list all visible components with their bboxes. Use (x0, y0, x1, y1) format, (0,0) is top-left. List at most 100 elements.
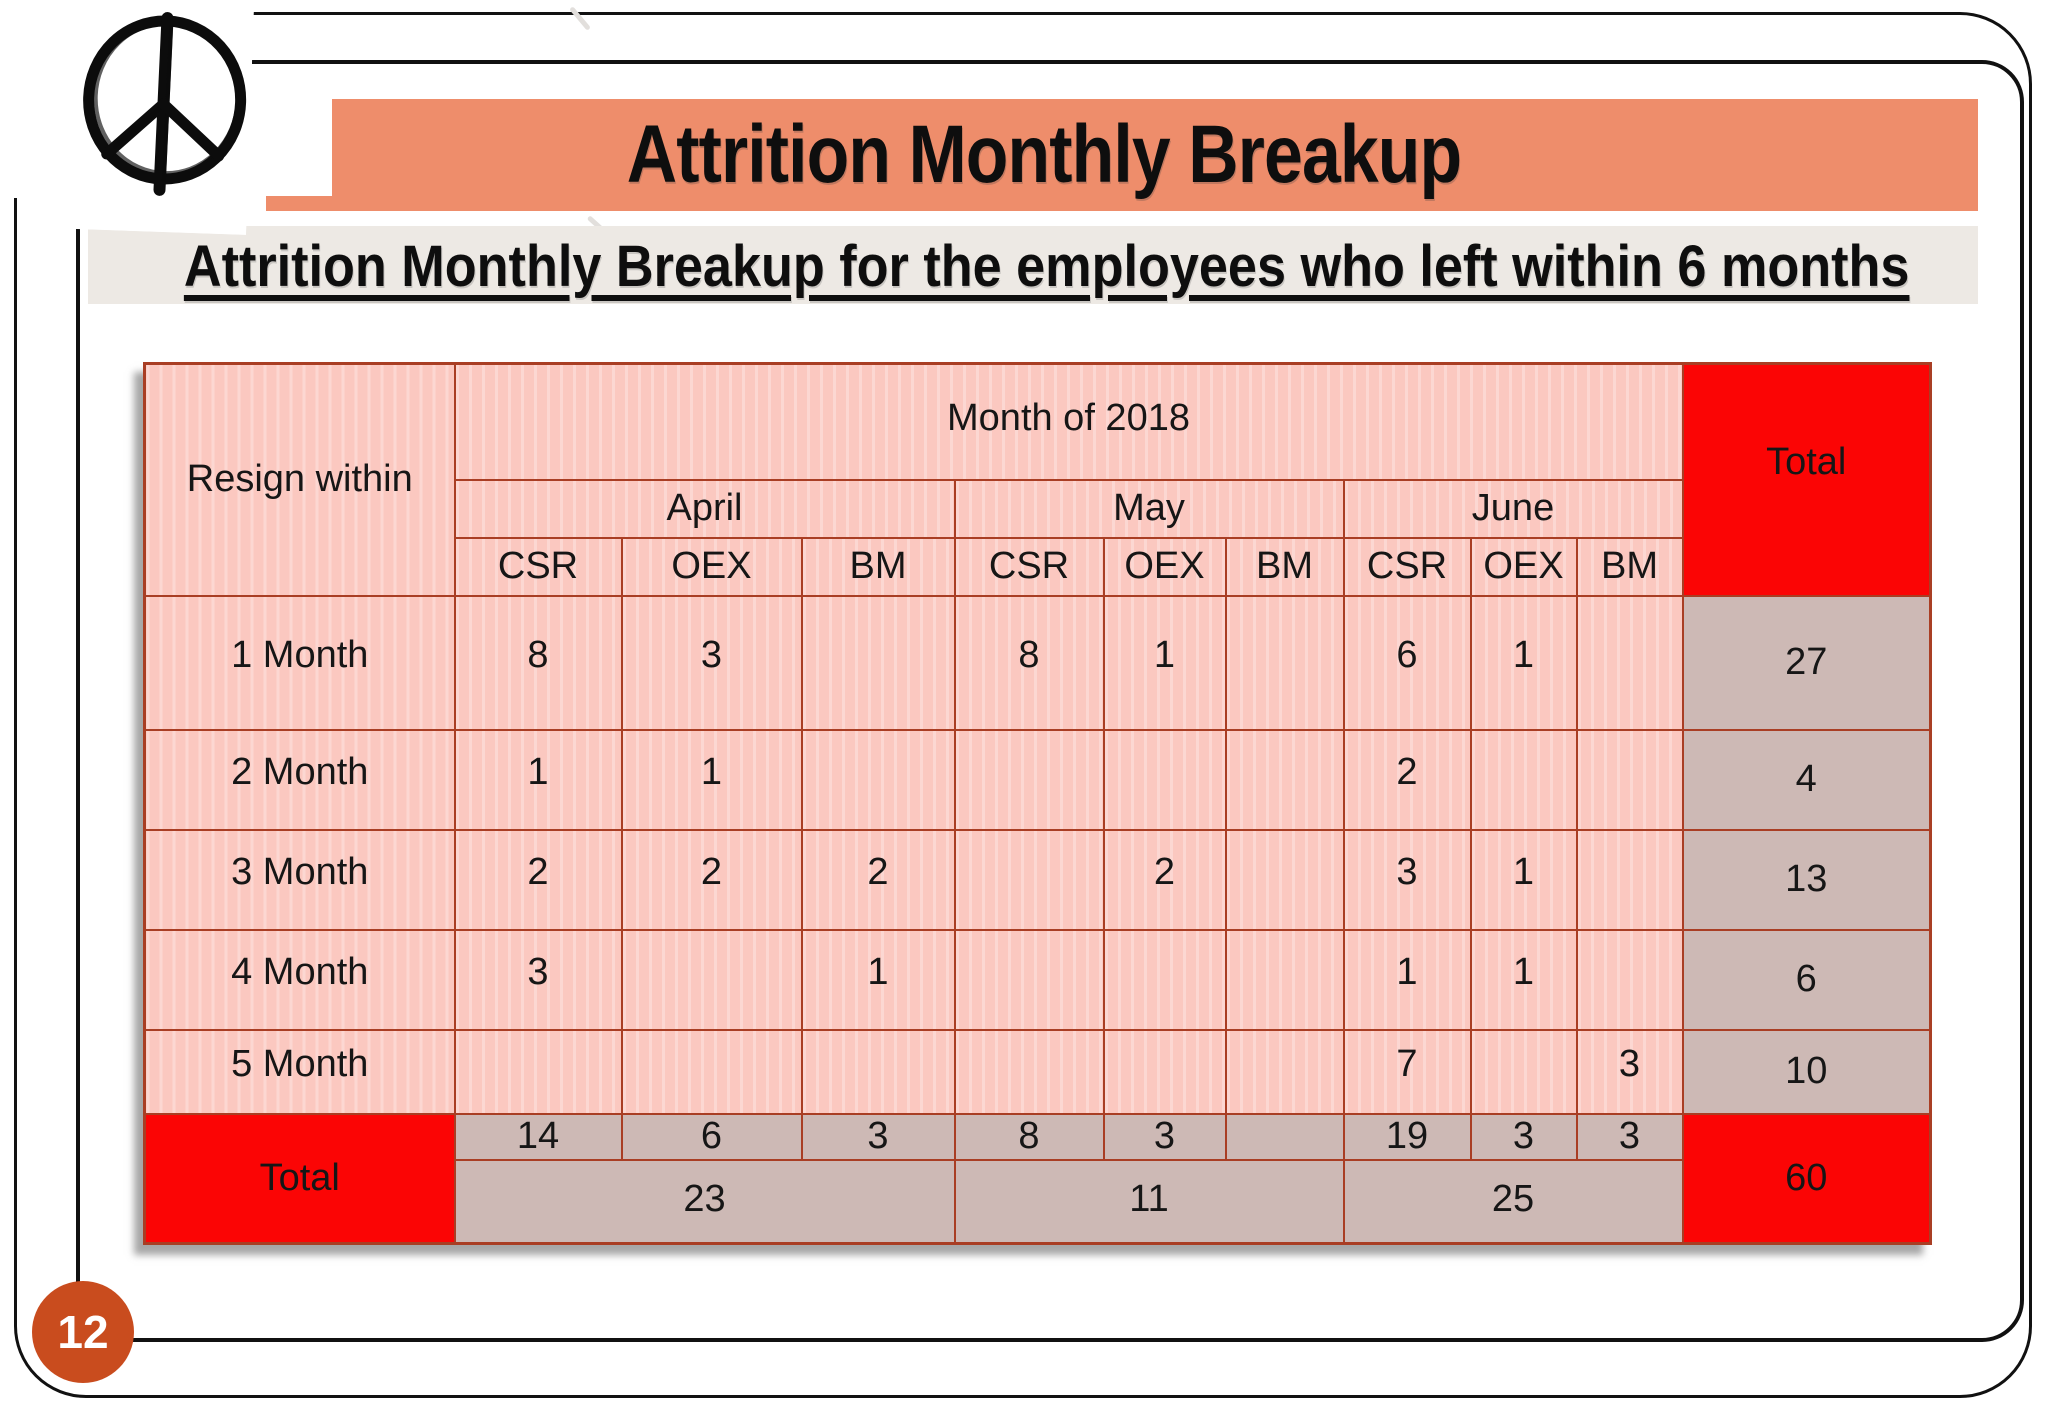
grand-total-cell: 60 (1681, 1112, 1932, 1245)
table-row: 3 Month 2 2 2 2 3 1 13 (143, 828, 1932, 931)
value-cell: 1 (1469, 828, 1578, 931)
footer-subtotal-cell: 3 (1102, 1112, 1227, 1161)
value-cell (800, 1028, 956, 1115)
value-cell (620, 1028, 803, 1115)
total-column-header-cell: Total (1681, 362, 1932, 597)
corner-cell: Resign within (143, 362, 456, 597)
value-cell (1469, 1028, 1578, 1115)
row-label-cell: 4 Month (143, 928, 456, 1031)
inner-rounded-frame (76, 60, 2024, 1342)
value-cell (1224, 594, 1345, 731)
value-cell: 6 (1342, 594, 1472, 731)
value-cell: 2 (800, 828, 956, 931)
row-total-cell: 13 (1681, 828, 1932, 931)
value-cell (800, 594, 956, 731)
row-total-cell: 10 (1681, 1028, 1932, 1115)
value-cell (953, 728, 1105, 831)
footer-subtotal-row: Total 14 6 3 8 3 19 3 3 60 (143, 1112, 1932, 1245)
footer-month-total-cell: 11 (953, 1158, 1345, 1245)
header-row-roles: CSR OEX BM CSR OEX BM CSR OEX BM (145, 536, 1931, 597)
row-label-cell: 1 Month (143, 594, 456, 731)
value-cell: 1 (620, 728, 803, 831)
role-header-cell: BM (1575, 536, 1684, 597)
value-cell (1575, 594, 1684, 731)
role-header-cell: CSR (453, 536, 623, 597)
value-cell: 2 (1102, 828, 1227, 931)
footer-subtotal-cell: 14 (453, 1112, 623, 1161)
month-header-cell: April (453, 478, 956, 539)
role-header-cell: CSR (953, 536, 1105, 597)
peace-logo-icon (74, 1, 254, 235)
value-cell: 7 (1342, 1028, 1472, 1115)
value-cell: 1 (453, 728, 623, 831)
footer-month-total-row: 23 11 25 (145, 1158, 1931, 1245)
value-cell: 2 (620, 828, 803, 931)
value-cell (1469, 728, 1578, 831)
role-header-cell: BM (800, 536, 956, 597)
month-header-cell: June (1342, 478, 1684, 539)
month-group-header-cell: Month of 2018 (453, 362, 1684, 481)
value-cell: 3 (453, 928, 623, 1031)
page-number-badge: 12 (32, 1281, 134, 1383)
footer-month-total-cell: 23 (453, 1158, 956, 1245)
value-cell: 8 (953, 594, 1105, 731)
value-cell: 1 (1102, 594, 1227, 731)
attrition-table: Resign within Month of 2018 Total April … (143, 362, 1932, 1245)
subtitle-bar: Attrition Monthly Breakup for the employ… (88, 226, 1978, 304)
role-header-cell: CSR (1342, 536, 1472, 597)
value-cell (453, 1028, 623, 1115)
month-header-cell: May (953, 478, 1345, 539)
value-cell: 2 (453, 828, 623, 931)
outer-rounded-frame (14, 12, 2032, 1398)
value-cell (1224, 828, 1345, 931)
value-cell (1224, 728, 1345, 831)
slide-title: Attrition Monthly Breakup (626, 109, 1462, 200)
row-total-cell: 27 (1681, 594, 1932, 731)
value-cell: 2 (1342, 728, 1472, 831)
row-label-cell: 2 Month (143, 728, 456, 831)
footer-month-total-cell: 25 (1342, 1158, 1684, 1245)
role-header-cell: OEX (1469, 536, 1578, 597)
value-cell: 3 (620, 594, 803, 731)
value-cell (1224, 1028, 1345, 1115)
row-total-cell: 6 (1681, 928, 1932, 1031)
footer-subtotal-cell: 8 (953, 1112, 1105, 1161)
value-cell (1575, 828, 1684, 931)
value-cell (1575, 928, 1684, 1031)
value-cell (1102, 928, 1227, 1031)
table-row: 1 Month 8 3 8 1 6 1 27 (143, 594, 1932, 731)
value-cell (1102, 1028, 1227, 1115)
value-cell: 8 (453, 594, 623, 731)
value-cell (953, 828, 1105, 931)
value-cell (800, 728, 956, 831)
footer-subtotal-cell (1224, 1112, 1345, 1161)
peace-symbol-drawing (74, 1, 254, 235)
value-cell: 1 (1469, 594, 1578, 731)
value-cell (1575, 728, 1684, 831)
footer-total-label-cell: Total (143, 1112, 456, 1245)
table-row: 2 Month 1 1 2 4 (143, 728, 1932, 831)
value-cell (620, 928, 803, 1031)
footer-subtotal-cell: 19 (1342, 1112, 1472, 1161)
role-header-cell: OEX (620, 536, 803, 597)
row-label-cell: 5 Month (143, 1028, 456, 1115)
row-total-cell: 4 (1681, 728, 1932, 831)
value-cell (953, 928, 1105, 1031)
title-bar-left-tab (266, 196, 336, 211)
row-label-cell: 3 Month (143, 828, 456, 931)
slide-subtitle: Attrition Monthly Breakup for the employ… (183, 234, 1910, 299)
footer-subtotal-cell: 6 (620, 1112, 803, 1161)
footer-subtotal-cell: 3 (800, 1112, 956, 1161)
value-cell: 1 (1469, 928, 1578, 1031)
attrition-table-container: Resign within Month of 2018 Total April … (143, 362, 1932, 1245)
table-row: 4 Month 3 1 1 1 6 (143, 928, 1932, 1031)
value-cell: 1 (800, 928, 956, 1031)
title-bar: Attrition Monthly Breakup (332, 99, 1978, 211)
value-cell (953, 1028, 1105, 1115)
role-header-cell: BM (1224, 536, 1345, 597)
table-row: 5 Month 7 3 10 (143, 1028, 1932, 1115)
role-header-cell: OEX (1102, 536, 1227, 597)
value-cell: 1 (1342, 928, 1472, 1031)
value-cell (1224, 928, 1345, 1031)
